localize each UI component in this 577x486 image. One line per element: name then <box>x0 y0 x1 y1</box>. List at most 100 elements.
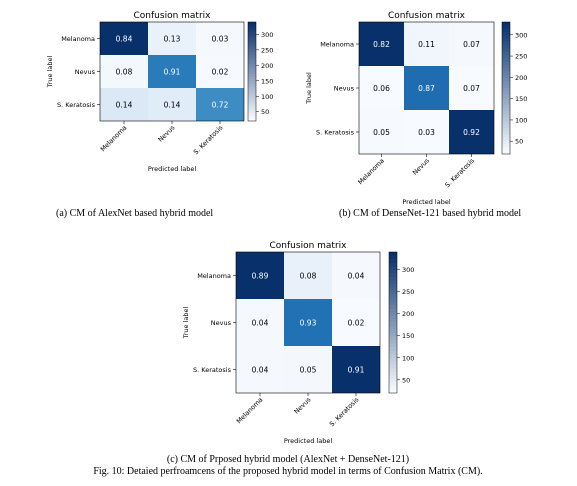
colorbar-segment <box>502 31 510 36</box>
colorbar-tick-label: 250 <box>402 288 414 296</box>
colorbar-tick-label: 100 <box>402 354 414 362</box>
colorbar-segment <box>248 26 256 30</box>
x-tick-label: S. Keratosis <box>328 395 361 428</box>
colorbar-segment <box>248 116 256 120</box>
heatmap-cell <box>284 346 332 393</box>
colorbar-segment <box>389 326 397 331</box>
colorbar-segment <box>248 111 256 115</box>
colorbar-frame <box>247 21 257 122</box>
colorbar-tick-label: 150 <box>261 77 273 85</box>
colorbar-segment <box>389 357 397 362</box>
colorbar-segment <box>502 124 510 129</box>
colorbar-segment <box>389 262 397 267</box>
chart-title: Confusion matrix <box>134 11 212 21</box>
x-tick-label: S. Keratosis <box>443 156 476 189</box>
colorbar-segment <box>248 71 256 75</box>
y-tick-label: Melanoma <box>61 35 95 43</box>
colorbar-segment <box>502 58 510 63</box>
confusion-matrix-alexnet: Confusion matrix 0.84 0.13 0.03 0.08 0.91 0.02… <box>46 11 273 173</box>
heatmap-cell <box>404 110 449 154</box>
cell-value-label: 0.02 <box>348 319 365 328</box>
colorbar-segment <box>248 98 256 102</box>
colorbar-segment <box>502 117 510 122</box>
colorbar-segment <box>248 49 256 53</box>
colorbar-segment <box>248 83 256 87</box>
colorbar-segment <box>389 336 397 341</box>
colorbar-segment <box>248 64 256 68</box>
cell-value-label: 0.89 <box>252 272 269 281</box>
heatmap-cell <box>449 22 494 66</box>
heatmap-cell <box>196 22 244 55</box>
heatmap-cell <box>148 22 196 55</box>
colorbar-tick-label: 50 <box>402 376 410 384</box>
cell-value-label: 0.87 <box>418 84 435 93</box>
colorbar-segment <box>389 259 397 264</box>
x-axis-label: Predicted label <box>284 437 332 445</box>
colorbar-segment <box>389 315 397 320</box>
colorbar-segment <box>389 322 397 327</box>
cell-value-label: 0.07 <box>463 84 480 93</box>
colorbar-segment <box>389 252 397 257</box>
heatmap-cell <box>359 66 404 110</box>
heatmap-cell <box>449 110 494 154</box>
colorbar-tick-label: 100 <box>261 93 273 101</box>
colorbar-segment <box>502 41 510 46</box>
y-tick-label: Nevus <box>211 319 232 327</box>
colorbar-segment <box>248 81 256 85</box>
colorbar-tick-label: 100 <box>515 116 527 124</box>
colorbar-segment <box>248 66 256 70</box>
cell-value-label: 0.04 <box>348 272 365 281</box>
colorbar-segment <box>389 297 397 302</box>
colorbar-segment <box>248 34 256 38</box>
colorbar-segment <box>502 134 510 138</box>
colorbar-segment <box>502 55 510 59</box>
colorbar-segment <box>389 273 397 278</box>
colorbar-segment <box>389 378 397 383</box>
colorbar-segment <box>389 269 397 274</box>
colorbar-segment <box>502 140 510 145</box>
colorbar-segment <box>502 104 510 109</box>
confusion-matrix-proposed: Confusion matrix 0.89 0.08 0.04 0.04 0.93 0.02… <box>182 241 414 445</box>
cell-value-label: 0.82 <box>373 40 390 49</box>
x-tick-label: Nevus <box>156 123 176 143</box>
colorbar-segment <box>248 91 256 95</box>
y-tick-label: S. Keratosis <box>193 366 232 374</box>
x-tick-label: Melanoma <box>235 396 265 426</box>
heatmap-cell <box>284 252 332 299</box>
colorbar-tick-label: 250 <box>515 53 527 61</box>
colorbar-segment <box>248 29 256 33</box>
colorbar-segment <box>389 371 397 376</box>
y-tick-label: S. Keratosis <box>57 101 96 109</box>
colorbar-segment <box>502 144 510 148</box>
colorbar-segment <box>248 31 256 35</box>
cell-value-label: 0.13 <box>164 35 181 44</box>
colorbar-segment <box>389 364 397 369</box>
colorbar-segment <box>248 56 256 60</box>
colorbar-segment <box>502 28 510 33</box>
colorbar-segment <box>502 121 510 125</box>
heatmap-cell <box>236 346 284 393</box>
colorbar-segment <box>248 36 256 40</box>
colorbar-segment <box>389 354 397 359</box>
colorbar-segment <box>248 24 256 28</box>
x-tick-label: S. Keratosis <box>192 123 225 156</box>
colorbar-segment <box>502 35 510 39</box>
colorbar-segment <box>389 340 397 345</box>
x-tick-label: Melanoma <box>356 157 386 187</box>
cell-value-label: 0.92 <box>463 128 480 137</box>
figure-caption: Fig. 10: Detaied perfroamcens of the pro… <box>93 466 482 477</box>
confusion-matrix-densenet: Confusion matrix 0.82 0.11 0.07 0.06 0.87 0.07… <box>305 11 527 206</box>
panel-c-caption: (c) CM of Prposed hybrid model (AlexNet … <box>167 454 409 465</box>
colorbar-segment <box>248 44 256 48</box>
cell-value-label: 0.72 <box>212 101 229 110</box>
colorbar-segment <box>502 147 510 152</box>
colorbar-segment <box>389 311 397 316</box>
colorbar-segment <box>248 78 256 82</box>
y-axis-label: True label <box>305 72 313 105</box>
colorbar-segment <box>389 350 397 355</box>
colorbar-segment <box>502 22 510 26</box>
y-tick-label: Melanoma <box>320 41 354 49</box>
cell-value-label: 0.02 <box>212 68 229 77</box>
colorbar-segment <box>389 304 397 309</box>
colorbar-segment <box>502 111 510 115</box>
